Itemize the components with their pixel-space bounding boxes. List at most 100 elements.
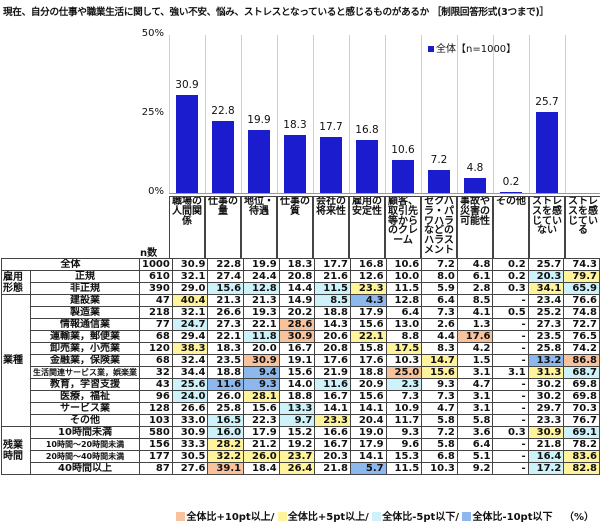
value-cell: 3.1: [456, 366, 494, 379]
value-cell: 15.3: [385, 450, 423, 463]
value-cell: 25.6: [171, 378, 209, 391]
value-cell: 9.3: [243, 378, 280, 391]
gridline: [277, 35, 278, 193]
value-cell: 23.3: [314, 414, 351, 427]
gridline: [313, 35, 314, 193]
value-cell: 30.9: [278, 330, 316, 343]
value-cell: 14.0: [278, 378, 316, 391]
value-cell: 86.8: [563, 354, 600, 367]
minus5-label: 全体比-5pt以下/: [382, 512, 459, 523]
value-cell: 69.8: [563, 378, 600, 391]
bar-5: [356, 139, 378, 193]
value-cell: 7.2: [421, 258, 458, 271]
value-cell: -: [492, 342, 529, 355]
n-cell: 580: [139, 426, 173, 439]
row-label: 医療，福祉: [30, 390, 140, 403]
value-cell: 3.1: [456, 402, 494, 415]
value-cell: 19.0: [349, 426, 387, 439]
value-cell: 15.6: [421, 366, 458, 379]
value-cell: 0.2: [492, 270, 529, 283]
value-cell: 5.7: [349, 462, 387, 475]
value-cell: 14.3: [314, 318, 351, 331]
bar-2: [248, 130, 270, 193]
row-label: 正規: [30, 270, 140, 283]
value-cell: 19.3: [243, 306, 280, 319]
row-label: 建設業: [30, 294, 140, 307]
value-cell: 13.3: [278, 402, 316, 415]
gridline: [169, 35, 170, 193]
n-cell: 68: [139, 330, 173, 343]
value-cell: 17.6: [314, 354, 351, 367]
column-header: その他: [493, 196, 529, 258]
value-cell: 70.3: [563, 402, 600, 415]
value-cell: 18.4: [243, 462, 280, 475]
value-cell: 7.3: [421, 306, 458, 319]
value-cell: 79.7: [563, 270, 600, 283]
value-cell: 4.3: [349, 294, 387, 307]
value-cell: 5.8: [456, 414, 494, 427]
chart-legend: 全体【n=1000】: [428, 40, 516, 55]
value-cell: 27.4: [207, 270, 245, 283]
value-cell: 14.9: [278, 294, 316, 307]
table-row: サービス業 128 26.6 25.8 15.6 13.3 14.1 14.1 10.9 4.7 3…: [2, 402, 600, 415]
value-cell: 28.2: [207, 438, 245, 451]
value-cell: 69.1: [563, 426, 600, 439]
n-cell: 390: [139, 282, 173, 295]
value-cell: 15.6: [349, 390, 387, 403]
value-cell: 4.7: [456, 378, 494, 391]
value-cell: 1.3: [456, 318, 494, 331]
value-cell: 17.6: [349, 354, 387, 367]
row-label: その他: [30, 414, 140, 427]
bar-value-label: 22.8: [211, 104, 235, 117]
value-cell: 32.2: [207, 450, 245, 463]
value-cell: 34.4: [171, 366, 209, 379]
n-cell: 103: [139, 414, 173, 427]
table-row: 生活関連サービス業，娯楽業 32 34.4 18.8 9.4 15.6 21.9 18.8 25…: [2, 366, 600, 379]
value-cell: 0.3: [492, 426, 529, 439]
column-header: 仕事の質: [277, 196, 313, 258]
value-cell: 16.7: [278, 342, 316, 355]
value-cell: 25.8: [207, 402, 245, 415]
unit-label: （%）: [563, 512, 594, 523]
value-cell: 2.3: [385, 378, 423, 391]
y-tick-label: 50%: [141, 28, 164, 39]
value-cell: 26.4: [278, 462, 316, 475]
n-cell: 43: [139, 378, 173, 391]
value-cell: 21.3: [207, 294, 245, 307]
value-cell: 23.4: [527, 294, 565, 307]
table-row-total: 全体 1000 30.9 22.8 19.9 18.3 17.7 16.8 10.6 7.2 4.8…: [1, 258, 600, 271]
value-cell: 29.7: [527, 402, 565, 415]
value-cell: 30.5: [171, 450, 209, 463]
value-cell: 68.7: [563, 366, 600, 379]
group-label: 業種: [1, 294, 31, 427]
value-cell: 7.3: [385, 390, 423, 403]
value-cell: 6.4: [456, 438, 494, 451]
value-cell: 15.6: [243, 402, 280, 415]
n-cell: 47: [139, 294, 173, 307]
value-cell: 0.2: [492, 258, 529, 271]
value-cell: 18.3: [207, 342, 245, 355]
value-cell: 20.8: [314, 342, 351, 355]
gridline: [457, 35, 458, 193]
table-row: 医療，福祉 96 24.0 26.0 28.1 18.8 16.7 15.6 7.3 7.3 3.1…: [2, 390, 600, 403]
value-cell: 26.0: [207, 390, 245, 403]
value-cell: 20.8: [278, 270, 316, 283]
value-cell: 19.9: [243, 258, 280, 271]
value-cell: 9.3: [385, 426, 423, 439]
value-cell: 8.3: [421, 342, 458, 355]
color-legend: 全体比+10pt以上/ 全体比+5pt以上/ 全体比-5pt以下/ 全体比-10…: [176, 512, 594, 524]
value-cell: 27.6: [171, 462, 209, 475]
gridline: [493, 35, 494, 193]
n-cell: 32: [139, 366, 173, 379]
value-cell: 34.1: [527, 282, 565, 295]
bar-4: [320, 137, 342, 193]
value-cell: 39.1: [207, 462, 245, 475]
bar-value-label: 0.2: [502, 176, 520, 189]
table-row: 運輸業，郵便業 68 29.4 22.1 11.8 30.9 20.6 22.1 8.8 4.4 1…: [2, 330, 600, 343]
value-cell: -: [492, 330, 529, 343]
value-cell: 5.8: [421, 414, 458, 427]
value-cell: 15.8: [349, 342, 387, 355]
value-cell: 22.1: [349, 330, 387, 343]
row-label: 卸売業，小売業: [30, 342, 140, 355]
value-cell: 20.0: [243, 342, 280, 355]
